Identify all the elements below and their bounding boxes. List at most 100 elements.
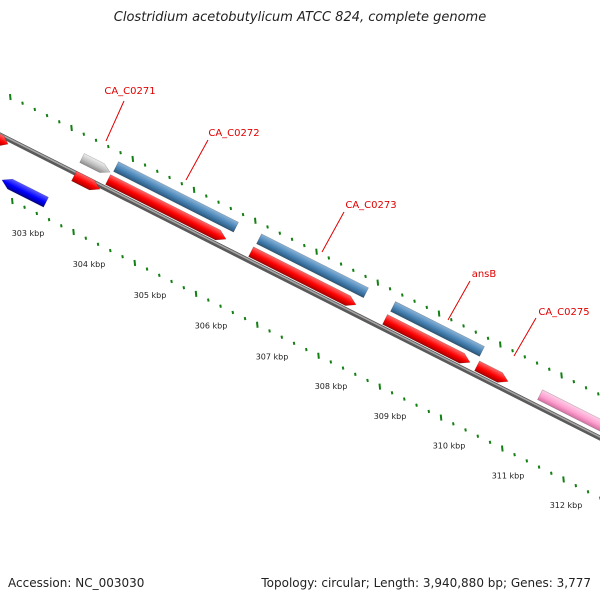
outer-tick (413, 299, 416, 303)
inner-tick (488, 440, 492, 445)
outer-tick (156, 169, 159, 173)
outer-tick (107, 144, 110, 149)
outer-tick (180, 181, 184, 186)
backbone-line (0, 132, 600, 441)
outer-tick (388, 287, 392, 291)
inner-tick (268, 329, 271, 333)
outer-tick (192, 186, 196, 193)
outer-tick (548, 367, 551, 371)
outer-tick (572, 379, 576, 384)
outer-tick (217, 200, 220, 204)
inner-tick (390, 391, 394, 395)
outer-tick (364, 274, 367, 279)
tick-label: 310 kbp (433, 442, 466, 451)
outer-tick (376, 279, 380, 286)
inner-tick (403, 397, 406, 401)
inner-tick (501, 445, 504, 452)
inner-tick (329, 360, 333, 364)
gene-label: CA_C0272 (208, 128, 259, 139)
inner-tick (35, 211, 39, 216)
inner-tick (366, 378, 369, 383)
inner-tick (574, 483, 578, 488)
cds-feature[interactable] (105, 174, 229, 244)
inner-tick (121, 255, 124, 259)
inner-tick (562, 476, 565, 483)
genome-stats-text: Topology: circular; Length: 3,940,880 bp… (261, 576, 591, 590)
outer-tick (499, 341, 502, 348)
outer-tick (131, 155, 135, 163)
outer-tick (143, 163, 147, 167)
label-leader-line (105, 100, 125, 142)
inner-tick (243, 316, 247, 321)
outer-tick (597, 392, 600, 396)
cds-feature[interactable] (474, 360, 511, 386)
tick-label: 312 kbp (550, 501, 583, 510)
tick-label: 305 kbp (134, 291, 167, 300)
inner-tick (47, 217, 51, 222)
inner-tick (194, 290, 198, 297)
inner-tick (96, 242, 100, 247)
cds-feature[interactable] (382, 314, 473, 368)
inner-tick (60, 224, 63, 228)
label-leader-line (447, 280, 471, 321)
inner-tick (537, 465, 541, 469)
tick-label: 304 kbp (73, 260, 106, 269)
outer-tick (327, 256, 331, 260)
inner-tick-track (11, 197, 600, 500)
gene-feature[interactable] (256, 233, 369, 299)
inner-tick (23, 205, 26, 209)
outer-tick (584, 386, 588, 390)
gene-label: CA_C0271 (104, 86, 155, 97)
inner-tick (476, 434, 480, 438)
accession-text: Accession: NC_003030 (8, 576, 145, 590)
outer-tick (474, 330, 478, 334)
label-leader-line (185, 139, 209, 181)
label-leader-line (513, 317, 537, 357)
inner-tick (109, 248, 112, 253)
outer-tick (21, 101, 24, 105)
outer-tick (535, 361, 539, 365)
cds-feature[interactable] (0, 130, 10, 149)
inner-tick (231, 310, 235, 315)
tick-label: 303 kbp (12, 229, 45, 238)
outer-tick (511, 348, 514, 353)
inner-tick (84, 236, 88, 240)
inner-tick (317, 352, 320, 359)
label-leader-line (321, 211, 345, 253)
gene-feature[interactable] (390, 301, 485, 357)
outer-tick (205, 194, 208, 198)
inner-tick (280, 335, 284, 339)
inner-tick (550, 471, 553, 475)
inner-tick (354, 372, 357, 376)
gene-label: CA_C0275 (538, 307, 589, 318)
outer-tick (450, 318, 453, 322)
cds-feature[interactable] (248, 246, 359, 310)
inner-tick (133, 259, 137, 267)
inner-tick (415, 403, 418, 407)
gene-features[interactable] (0, 130, 600, 436)
outer-tick (94, 138, 98, 143)
gene-feature[interactable] (113, 161, 239, 233)
inner-tick (158, 273, 161, 277)
tick-label: 307 kbp (256, 352, 289, 361)
tick-label: 306 kbp (195, 322, 228, 331)
inner-tick (427, 409, 431, 414)
inner-tick (170, 279, 173, 284)
outer-tick (45, 113, 49, 118)
outer-tick (168, 175, 171, 180)
rna-feature[interactable] (537, 389, 600, 436)
misc-feature[interactable] (79, 153, 113, 177)
cds-feature[interactable] (71, 170, 103, 194)
inner-tick (145, 267, 149, 271)
inner-tick (586, 490, 590, 494)
outer-tick (437, 310, 441, 317)
tick-label: 308 kbp (315, 382, 348, 391)
outer-tick (401, 293, 404, 297)
inner-tick (256, 321, 259, 328)
outer-tick (33, 107, 37, 112)
other-cds-feature[interactable] (0, 175, 49, 208)
inner-tick (207, 298, 210, 302)
inner-tick (292, 341, 296, 346)
